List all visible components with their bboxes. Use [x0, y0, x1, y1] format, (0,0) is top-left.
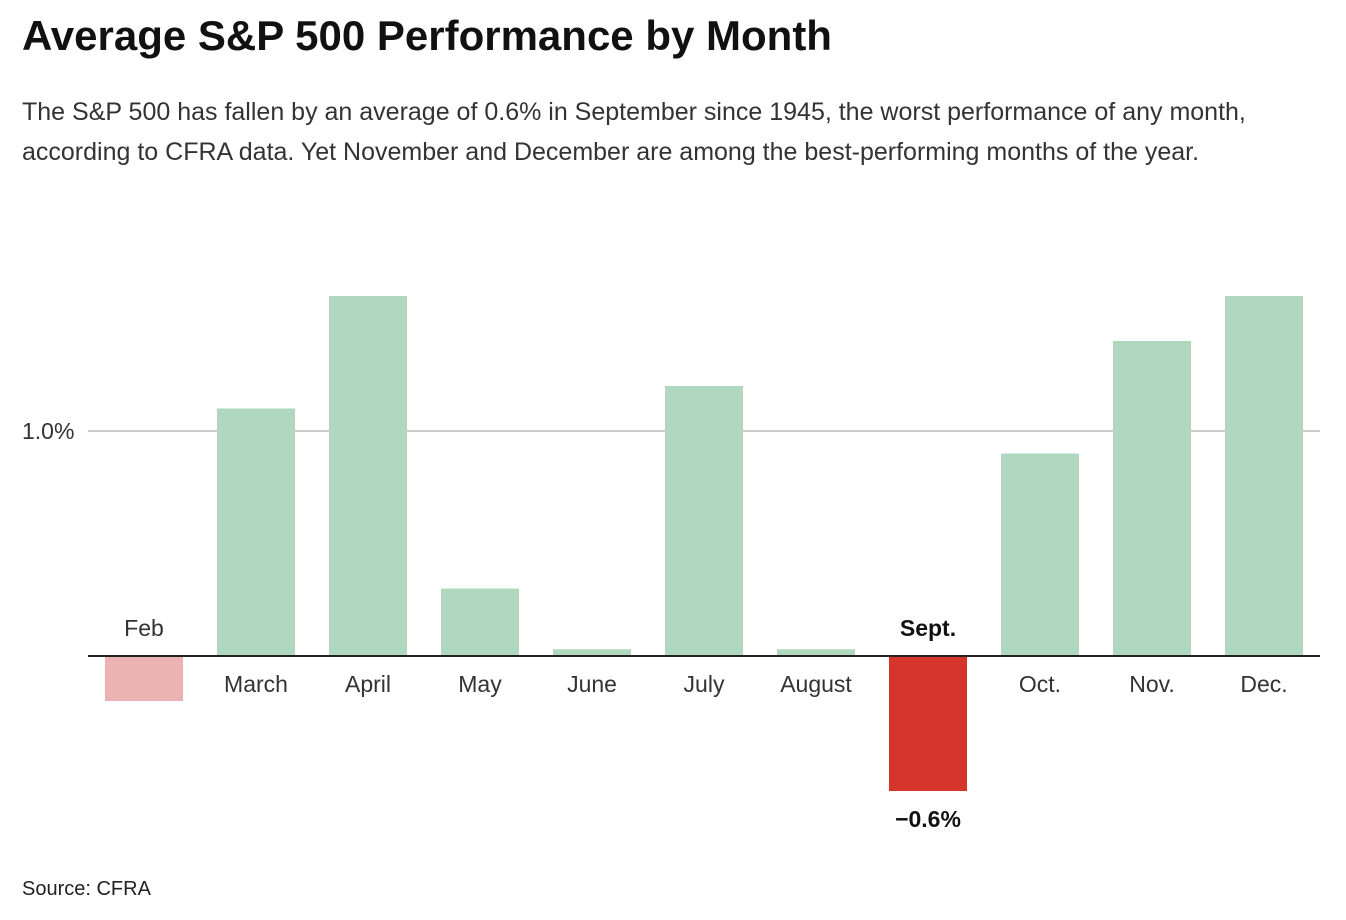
x-tick-label: July: [684, 671, 725, 697]
x-tick-label: Dec.: [1240, 671, 1287, 697]
bar: [1001, 453, 1079, 656]
bar: [105, 656, 183, 701]
x-tick-label: Oct.: [1019, 671, 1061, 697]
x-tick-label: Feb: [124, 615, 164, 641]
y-tick-label: 1.0%: [22, 418, 74, 444]
x-tick-label: May: [458, 671, 502, 697]
bar: [441, 588, 519, 656]
bar: [1225, 296, 1303, 656]
x-tick-label: March: [224, 671, 288, 697]
bar: [329, 296, 407, 656]
x-tick-label: August: [780, 671, 852, 697]
chart-title: Average S&P 500 Performance by Month: [22, 12, 832, 59]
chart: 1.0% Feb March April May June July August Sept. −…: [22, 296, 1320, 832]
x-tick-label: Nov.: [1129, 671, 1175, 697]
chart-subtitle: The S&P 500 has fallen by an average of …: [22, 98, 1246, 166]
bar: [665, 386, 743, 656]
x-tick-label: April: [345, 671, 391, 697]
bar: [889, 656, 967, 791]
x-tick-label: June: [567, 671, 617, 697]
bar: [1113, 341, 1191, 656]
x-tick-label: Sept.: [900, 615, 956, 641]
bar: [553, 649, 631, 656]
source-note: Source: CFRA: [22, 878, 151, 900]
bar: [217, 408, 295, 656]
value-label: −0.6%: [895, 806, 961, 832]
bar: [777, 649, 855, 656]
